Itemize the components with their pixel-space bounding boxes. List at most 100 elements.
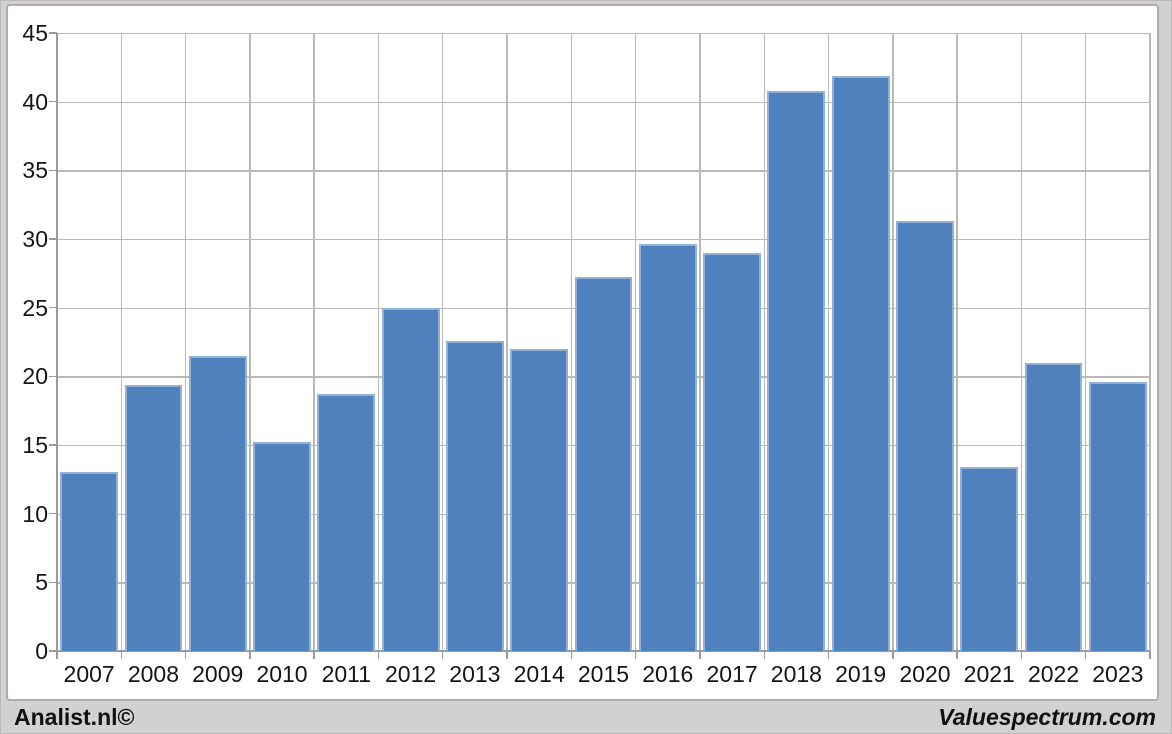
bar [831,75,890,651]
x-tick [56,651,58,659]
bar [381,307,440,651]
y-tick-label: 30 [22,226,48,252]
y-tick-label: 10 [22,500,48,527]
x-tick [827,651,830,659]
bar [767,90,826,651]
v-gridline [1085,33,1087,651]
x-tick [1020,651,1023,659]
bar [124,384,183,651]
y-axis-line [56,33,58,651]
y-tick-label: 45 [22,20,48,46]
x-tick-label: 2017 [706,661,758,687]
bar [253,442,311,651]
y-tick-label: 15 [22,432,48,458]
x-tick [442,651,444,659]
y-tick [49,306,57,309]
bar [703,252,761,651]
bar [60,472,119,651]
v-gridline [827,33,830,651]
v-gridline [184,33,187,651]
v-gridline [313,33,315,651]
x-tick [313,651,315,659]
v-gridline [377,33,380,651]
chart-panel: 0 5 10 15 20 25 30 35 40 45 2007 2008 2009 2010 2011 20… [6,4,1159,701]
footer-bar: Analist.nl© Valuespectrum.com [0,701,1172,734]
bar [896,221,954,651]
bar [510,348,569,651]
h-gridline [57,101,1150,104]
bar [1088,381,1147,651]
x-tick [570,651,573,659]
x-tick [249,651,251,659]
y-tick [49,100,57,103]
x-tick [634,651,637,659]
x-tick [956,651,958,659]
x-tick-label: 2011 [321,661,372,687]
x-tick-label: 2013 [449,661,501,687]
x-tick-label: 2010 [256,661,308,687]
v-gridline [570,33,573,651]
x-tick-label: 2007 [63,661,115,687]
h-gridline [57,33,1150,35]
x-tick [184,651,187,659]
h-gridline [57,239,1150,241]
analist-credit: Analist.nl© [14,704,135,730]
x-tick-label: 2009 [192,661,244,687]
x-tick-label: 2015 [577,661,630,687]
v-gridline [892,33,894,651]
x-tick [1085,651,1087,659]
bar [574,277,633,651]
y-tick [49,32,57,34]
h-gridline [57,170,1150,172]
y-tick-label: 0 [35,638,48,664]
y-tick [49,512,57,515]
x-tick-label: 2008 [127,661,179,687]
v-gridline [1149,33,1151,651]
bar [1024,362,1083,651]
y-tick [49,375,57,378]
x-tick [699,651,701,659]
v-gridline [956,33,958,651]
v-gridline [442,33,444,651]
bar [317,394,376,651]
x-tick-label: 2018 [770,661,822,687]
x-axis-line [49,650,1150,652]
plot-area [49,32,1151,659]
x-tick-label: 2014 [513,661,565,687]
x-tick-label: 2016 [642,661,694,687]
y-tick [49,650,57,652]
v-gridline [699,33,701,651]
x-tick [377,651,380,659]
y-tick-label: 25 [22,294,48,321]
v-gridline [120,33,122,651]
bar [638,244,697,651]
x-tick [892,651,894,659]
x-tick-label: 2020 [899,661,951,687]
x-tick [763,651,765,659]
x-tick [120,651,122,659]
x-tick-label: 2012 [385,661,437,687]
v-gridline [763,33,765,651]
v-gridline [249,33,251,651]
y-tick [49,238,57,240]
bar [960,466,1019,651]
valuespectrum-credit: Valuespectrum.com [938,704,1156,730]
x-tick [506,651,508,659]
x-tick-label: 2023 [1092,661,1144,687]
x-tick-label: 2019 [835,661,887,687]
y-tick-label: 40 [22,88,48,115]
v-gridline [634,33,637,651]
y-tick-label: 5 [35,569,48,596]
bar [445,340,504,651]
x-tick [1149,651,1151,659]
y-tick-label: 20 [22,363,48,390]
v-gridline [1020,33,1023,651]
bar [188,355,247,651]
x-tick-label: 2021 [963,661,1015,687]
y-tick [49,444,57,446]
y-tick [49,169,57,172]
v-gridline [506,33,508,651]
x-tick-label: 2022 [1027,661,1080,687]
y-tick [49,581,57,584]
